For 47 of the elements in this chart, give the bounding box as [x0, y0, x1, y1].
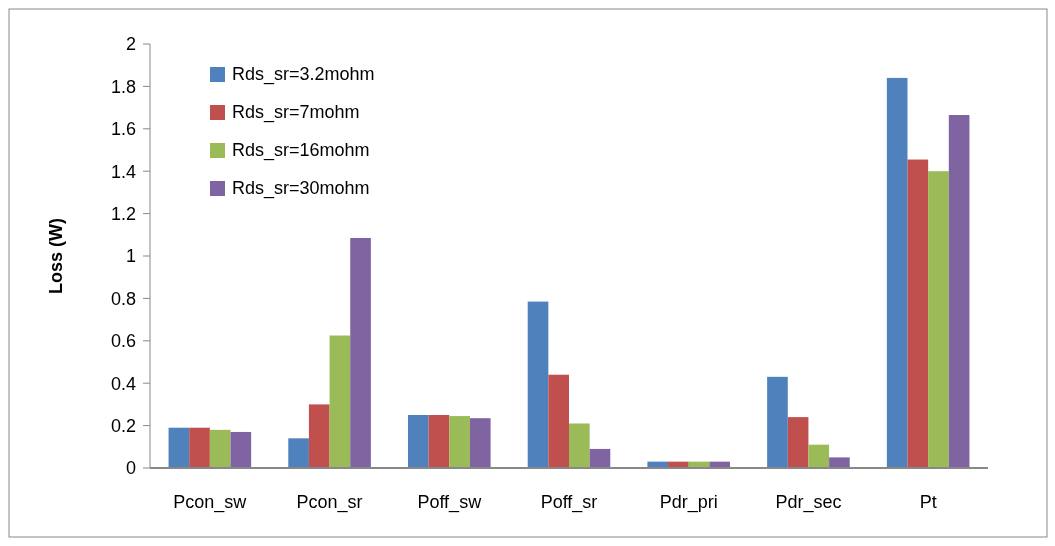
bar	[589, 448, 611, 468]
bar	[886, 77, 908, 468]
bar	[787, 417, 809, 468]
y-tick-label: 1.4	[110, 161, 136, 182]
bar	[948, 115, 970, 468]
bar	[767, 376, 788, 468]
y-tick-label: 0	[125, 458, 136, 479]
bar	[469, 418, 491, 468]
bar	[808, 444, 830, 468]
y-tick-label: 1.6	[110, 119, 136, 140]
x-tick-label: Pt	[919, 492, 937, 512]
x-tick-label: Pdr_sec	[775, 492, 842, 513]
bar	[928, 171, 949, 468]
bar	[829, 457, 850, 468]
bar	[350, 237, 371, 468]
legend-label: Rds_sr=30mohm	[232, 178, 370, 200]
bar	[428, 415, 450, 468]
y-tick-label: 1.8	[110, 76, 136, 97]
bar	[189, 427, 210, 468]
bar	[569, 423, 590, 468]
y-tick-label: 0.8	[110, 288, 136, 309]
bar	[288, 438, 309, 468]
x-tick-label: Poff_sw	[417, 492, 483, 513]
bar	[907, 159, 929, 468]
x-tick-label: Pcon_sw	[173, 492, 248, 513]
legend-label: Rds_sr=3.2mohm	[232, 64, 375, 86]
x-tick-label: Pdr_pri	[659, 492, 718, 513]
y-axis-title: Loss (W)	[46, 218, 66, 294]
bar	[527, 301, 549, 468]
y-tick-label: 0.2	[110, 415, 136, 436]
y-tick-label: 1	[125, 246, 136, 267]
y-tick-label: 2	[125, 34, 136, 55]
y-tick-label: 0.6	[110, 331, 136, 352]
x-tick-label: Pcon_sr	[296, 492, 363, 513]
x-tick-label: Poff_sr	[540, 492, 598, 513]
bar	[548, 374, 569, 468]
bar	[209, 429, 231, 468]
bar	[168, 427, 190, 468]
legend-label: Rds_sr=7mohm	[232, 102, 360, 124]
bar	[329, 335, 351, 468]
y-tick-label: 0.4	[110, 373, 136, 394]
legend-label: Rds_sr=16mohm	[232, 140, 370, 162]
bar	[449, 416, 470, 468]
bar	[230, 431, 252, 468]
y-tick-label: 1.2	[110, 203, 136, 224]
bar	[407, 415, 429, 468]
bar	[308, 404, 330, 468]
